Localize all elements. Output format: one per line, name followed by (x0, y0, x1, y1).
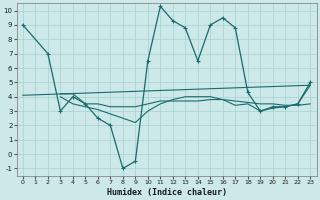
X-axis label: Humidex (Indice chaleur): Humidex (Indice chaleur) (107, 188, 227, 197)
